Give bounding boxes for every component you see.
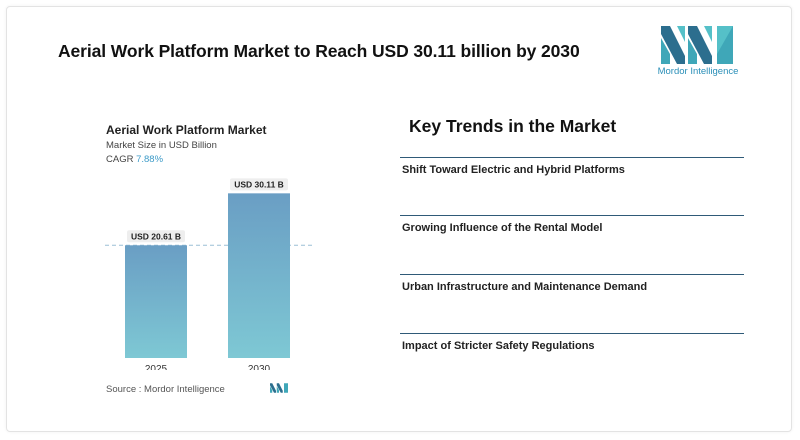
trend-label: Impact of Stricter Safety Regulations <box>402 340 595 352</box>
chart-cagr: CAGR 7.88% <box>106 154 163 165</box>
trend-label: Growing Influence of the Rental Model <box>402 222 603 234</box>
chart-subtitle: Market Size in USD Billion <box>106 140 217 151</box>
chart-title: Aerial Work Platform Market <box>106 123 267 137</box>
data-label: USD 30.11 B <box>234 179 284 189</box>
brand-logo: Mordor Intelligence <box>652 26 742 82</box>
bar <box>228 193 290 358</box>
page-title: Aerial Work Platform Market to Reach USD… <box>58 41 580 61</box>
trend-item: Growing Influence of the Rental Model <box>400 215 744 234</box>
x-tick-label: 2030 <box>248 364 271 370</box>
brand-name: Mordor Intelligence <box>657 66 739 77</box>
trends-title: Key Trends in the Market <box>409 116 617 136</box>
bar-chart: USD 20.61 B 2025 USD 30.11 B 2030 <box>105 178 312 370</box>
bar <box>125 245 187 358</box>
source-value: Mordor Intelligence <box>144 384 225 395</box>
data-label-bg <box>127 230 185 243</box>
trend-label: Shift Toward Electric and Hybrid Platfor… <box>402 164 625 176</box>
trend-item: Urban Infrastructure and Maintenance Dem… <box>400 274 744 293</box>
data-label: USD 20.61 B <box>131 231 181 241</box>
mordor-small-logo-icon <box>270 383 288 393</box>
trend-label: Urban Infrastructure and Maintenance Dem… <box>402 281 648 293</box>
source-line: Source : Mordor Intelligence <box>106 384 225 395</box>
cagr-label: CAGR <box>106 154 134 165</box>
trend-item: Impact of Stricter Safety Regulations <box>400 333 744 352</box>
report-card <box>6 6 792 432</box>
mordor-logo-icon <box>661 26 733 64</box>
x-tick-label: 2025 <box>145 364 168 370</box>
data-label-bg <box>230 178 288 191</box>
cagr-value: 7.88% <box>136 154 164 165</box>
trend-item: Shift Toward Electric and Hybrid Platfor… <box>400 157 744 176</box>
source-label: Source : <box>106 384 142 395</box>
